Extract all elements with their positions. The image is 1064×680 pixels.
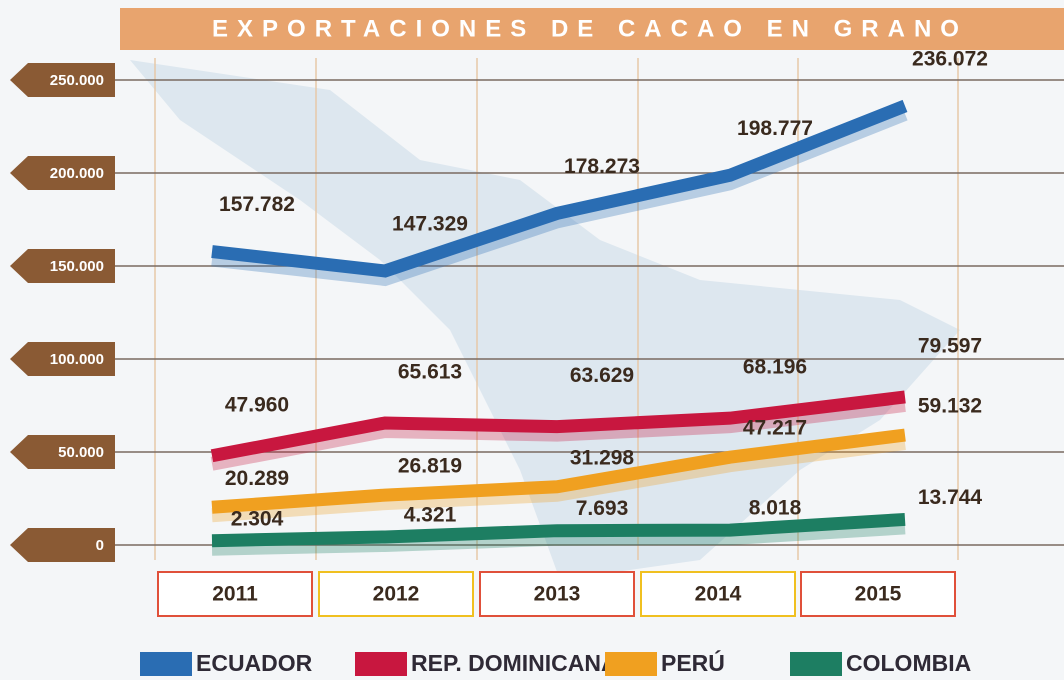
x-tick-label: 2014 — [695, 583, 742, 606]
data-label: 4.321 — [404, 504, 457, 527]
data-label: 47.960 — [225, 393, 289, 416]
series-line — [211, 512, 906, 548]
x-tick-label: 2015 — [855, 583, 902, 606]
data-label: 20.289 — [225, 467, 289, 490]
legend-swatch — [355, 652, 407, 676]
data-label: 198.777 — [737, 117, 813, 140]
y-tick-label: 250.000 — [50, 72, 104, 89]
year-box — [157, 571, 313, 617]
tick-arrow — [10, 156, 115, 190]
data-label: 65.613 — [398, 361, 462, 384]
tick-arrow — [10, 435, 115, 469]
y-tick-label: 50.000 — [58, 444, 104, 461]
year-box — [640, 571, 796, 617]
tick-arrow — [10, 63, 115, 97]
year-box — [479, 571, 635, 617]
data-label: 79.597 — [918, 334, 982, 357]
data-label: 178.273 — [564, 155, 640, 178]
legend-swatch — [605, 652, 657, 676]
chart-title: EXPORTACIONES DE CACAO EN GRANO — [212, 15, 968, 42]
legend-label: PERÚ — [661, 649, 725, 676]
x-tick-label: 2012 — [373, 583, 420, 606]
line-shadow — [211, 520, 906, 556]
data-label: 68.196 — [743, 356, 807, 379]
y-tick-label: 100.000 — [50, 351, 104, 368]
x-tick-label: 2011 — [212, 583, 258, 606]
data-label: 59.132 — [918, 395, 982, 418]
data-label: 157.782 — [219, 193, 295, 216]
data-label: 47.217 — [743, 417, 807, 440]
x-tick-label: 2013 — [534, 583, 581, 606]
legend-label: ECUADOR — [196, 650, 313, 676]
legend-label: COLOMBIA — [846, 650, 971, 676]
title-bar — [120, 8, 1064, 50]
data-label: 8.018 — [749, 497, 802, 520]
series-line — [211, 99, 908, 278]
data-label: 26.819 — [398, 455, 462, 478]
data-label: 236.072 — [912, 47, 988, 70]
series-line — [210, 390, 906, 463]
year-box — [800, 571, 956, 617]
y-tick-label: 150.000 — [50, 258, 104, 275]
legend-swatch — [140, 652, 192, 676]
y-tick-label: 200.000 — [50, 165, 104, 182]
tick-arrow — [10, 342, 115, 376]
legend-label: REP. DOMINICANA — [411, 650, 618, 676]
data-label: 147.329 — [392, 213, 468, 236]
data-label: 13.744 — [918, 486, 983, 509]
legend-swatch — [790, 652, 842, 676]
data-label: 2.304 — [231, 507, 284, 530]
y-tick-label: 0 — [96, 537, 104, 554]
data-label: 7.693 — [576, 497, 629, 520]
data-label: 63.629 — [570, 364, 634, 387]
series-line — [211, 428, 906, 514]
tick-arrow — [10, 249, 115, 283]
line-shadow — [211, 436, 906, 523]
data-label: 31.298 — [570, 446, 635, 469]
line-shadow — [211, 107, 908, 287]
line-shadow — [210, 398, 906, 471]
tick-arrow — [10, 528, 115, 562]
year-box — [318, 571, 474, 617]
